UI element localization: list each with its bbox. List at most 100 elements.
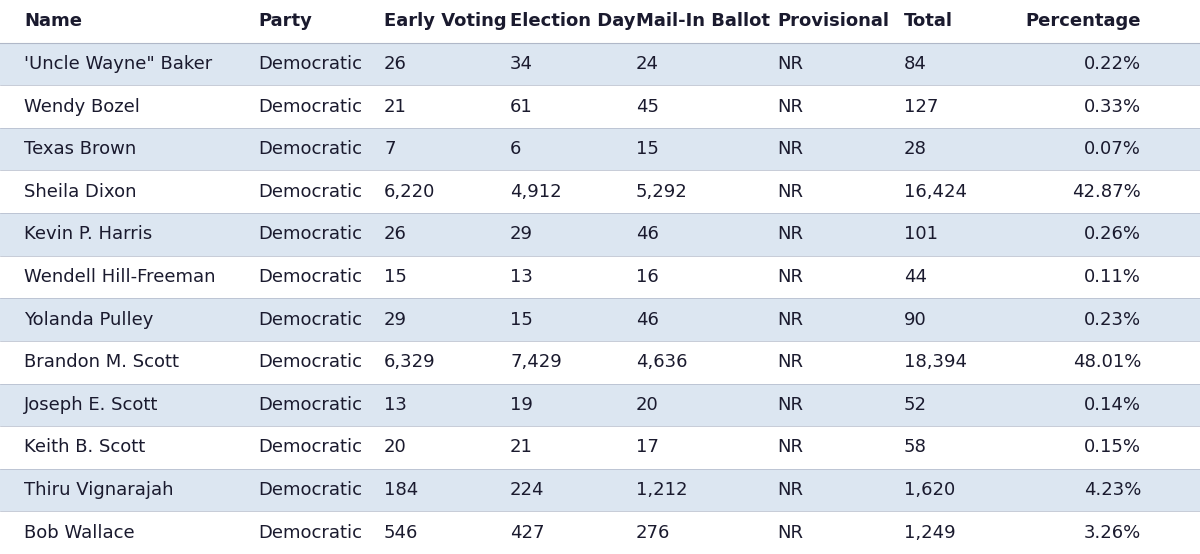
- Text: 7,429: 7,429: [510, 353, 562, 371]
- Text: NR: NR: [778, 311, 804, 329]
- Text: NR: NR: [778, 268, 804, 286]
- Text: Provisional: Provisional: [778, 12, 889, 30]
- Text: Thiru Vignarajah: Thiru Vignarajah: [24, 481, 174, 499]
- Text: NR: NR: [778, 140, 804, 158]
- FancyBboxPatch shape: [0, 43, 1200, 85]
- Text: Democratic: Democratic: [258, 396, 362, 414]
- FancyBboxPatch shape: [0, 256, 1200, 298]
- Text: 1,249: 1,249: [904, 524, 955, 542]
- FancyBboxPatch shape: [0, 171, 1200, 213]
- Text: NR: NR: [778, 353, 804, 371]
- Text: 29: 29: [384, 311, 407, 329]
- Text: 0.14%: 0.14%: [1085, 396, 1141, 414]
- Text: Democratic: Democratic: [258, 481, 362, 499]
- Text: 21: 21: [510, 438, 533, 456]
- Text: 3.26%: 3.26%: [1084, 524, 1141, 542]
- Text: Bob Wallace: Bob Wallace: [24, 524, 134, 542]
- Text: 15: 15: [636, 140, 659, 158]
- Text: Brandon M. Scott: Brandon M. Scott: [24, 353, 179, 371]
- Text: 0.22%: 0.22%: [1084, 55, 1141, 73]
- Text: 276: 276: [636, 524, 671, 542]
- Text: Democratic: Democratic: [258, 183, 362, 201]
- Text: Total: Total: [904, 12, 953, 30]
- Text: Percentage: Percentage: [1026, 12, 1141, 30]
- Text: 46: 46: [636, 225, 659, 243]
- Text: 17: 17: [636, 438, 659, 456]
- Text: Name: Name: [24, 12, 82, 30]
- Text: NR: NR: [778, 98, 804, 116]
- Text: 16: 16: [636, 268, 659, 286]
- Text: 0.15%: 0.15%: [1085, 438, 1141, 456]
- Text: 13: 13: [510, 268, 533, 286]
- Text: Yolanda Pulley: Yolanda Pulley: [24, 311, 154, 329]
- Text: Wendell Hill-Freeman: Wendell Hill-Freeman: [24, 268, 216, 286]
- Text: 6: 6: [510, 140, 521, 158]
- FancyBboxPatch shape: [0, 128, 1200, 171]
- Text: Democratic: Democratic: [258, 524, 362, 542]
- Text: 42.87%: 42.87%: [1073, 183, 1141, 201]
- Text: 61: 61: [510, 98, 533, 116]
- Text: 0.07%: 0.07%: [1085, 140, 1141, 158]
- Text: 101: 101: [904, 225, 937, 243]
- Text: 44: 44: [904, 268, 926, 286]
- FancyBboxPatch shape: [0, 298, 1200, 341]
- Text: Democratic: Democratic: [258, 353, 362, 371]
- Text: 58: 58: [904, 438, 926, 456]
- FancyBboxPatch shape: [0, 383, 1200, 426]
- Text: 26: 26: [384, 55, 407, 73]
- Text: 84: 84: [904, 55, 926, 73]
- Text: 7: 7: [384, 140, 396, 158]
- Text: 127: 127: [904, 98, 938, 116]
- Text: 0.23%: 0.23%: [1084, 311, 1141, 329]
- Text: Joseph E. Scott: Joseph E. Scott: [24, 396, 158, 414]
- Text: 20: 20: [636, 396, 659, 414]
- Text: NR: NR: [778, 225, 804, 243]
- Text: NR: NR: [778, 55, 804, 73]
- Text: 6,220: 6,220: [384, 183, 436, 201]
- Text: 'Uncle Wayne" Baker: 'Uncle Wayne" Baker: [24, 55, 212, 73]
- Text: 90: 90: [904, 311, 926, 329]
- Text: Democratic: Democratic: [258, 268, 362, 286]
- Text: Party: Party: [258, 12, 312, 30]
- Text: Democratic: Democratic: [258, 140, 362, 158]
- Text: Democratic: Democratic: [258, 55, 362, 73]
- Text: NR: NR: [778, 438, 804, 456]
- FancyBboxPatch shape: [0, 469, 1200, 511]
- Text: 6,329: 6,329: [384, 353, 436, 371]
- Text: 26: 26: [384, 225, 407, 243]
- FancyBboxPatch shape: [0, 0, 1200, 43]
- Text: 1,212: 1,212: [636, 481, 688, 499]
- Text: NR: NR: [778, 183, 804, 201]
- Text: Keith B. Scott: Keith B. Scott: [24, 438, 145, 456]
- Text: 34: 34: [510, 55, 533, 73]
- FancyBboxPatch shape: [0, 426, 1200, 469]
- Text: 224: 224: [510, 481, 545, 499]
- Text: Kevin P. Harris: Kevin P. Harris: [24, 225, 152, 243]
- FancyBboxPatch shape: [0, 341, 1200, 383]
- Text: 4,636: 4,636: [636, 353, 688, 371]
- Text: 15: 15: [384, 268, 407, 286]
- Text: 4,912: 4,912: [510, 183, 562, 201]
- Text: 5,292: 5,292: [636, 183, 688, 201]
- Text: NR: NR: [778, 524, 804, 542]
- Text: 184: 184: [384, 481, 419, 499]
- Text: Election Day: Election Day: [510, 12, 636, 30]
- Text: 20: 20: [384, 438, 407, 456]
- Text: 1,620: 1,620: [904, 481, 955, 499]
- Text: Democratic: Democratic: [258, 225, 362, 243]
- Text: NR: NR: [778, 481, 804, 499]
- Text: 52: 52: [904, 396, 926, 414]
- Text: Wendy Bozel: Wendy Bozel: [24, 98, 140, 116]
- Text: 21: 21: [384, 98, 407, 116]
- Text: Texas Brown: Texas Brown: [24, 140, 137, 158]
- Text: Democratic: Democratic: [258, 311, 362, 329]
- Text: 427: 427: [510, 524, 545, 542]
- FancyBboxPatch shape: [0, 511, 1200, 554]
- Text: Democratic: Democratic: [258, 438, 362, 456]
- Text: 45: 45: [636, 98, 659, 116]
- Text: Sheila Dixon: Sheila Dixon: [24, 183, 137, 201]
- Text: 48.01%: 48.01%: [1073, 353, 1141, 371]
- Text: Early Voting: Early Voting: [384, 12, 506, 30]
- Text: 16,424: 16,424: [904, 183, 967, 201]
- Text: 0.33%: 0.33%: [1084, 98, 1141, 116]
